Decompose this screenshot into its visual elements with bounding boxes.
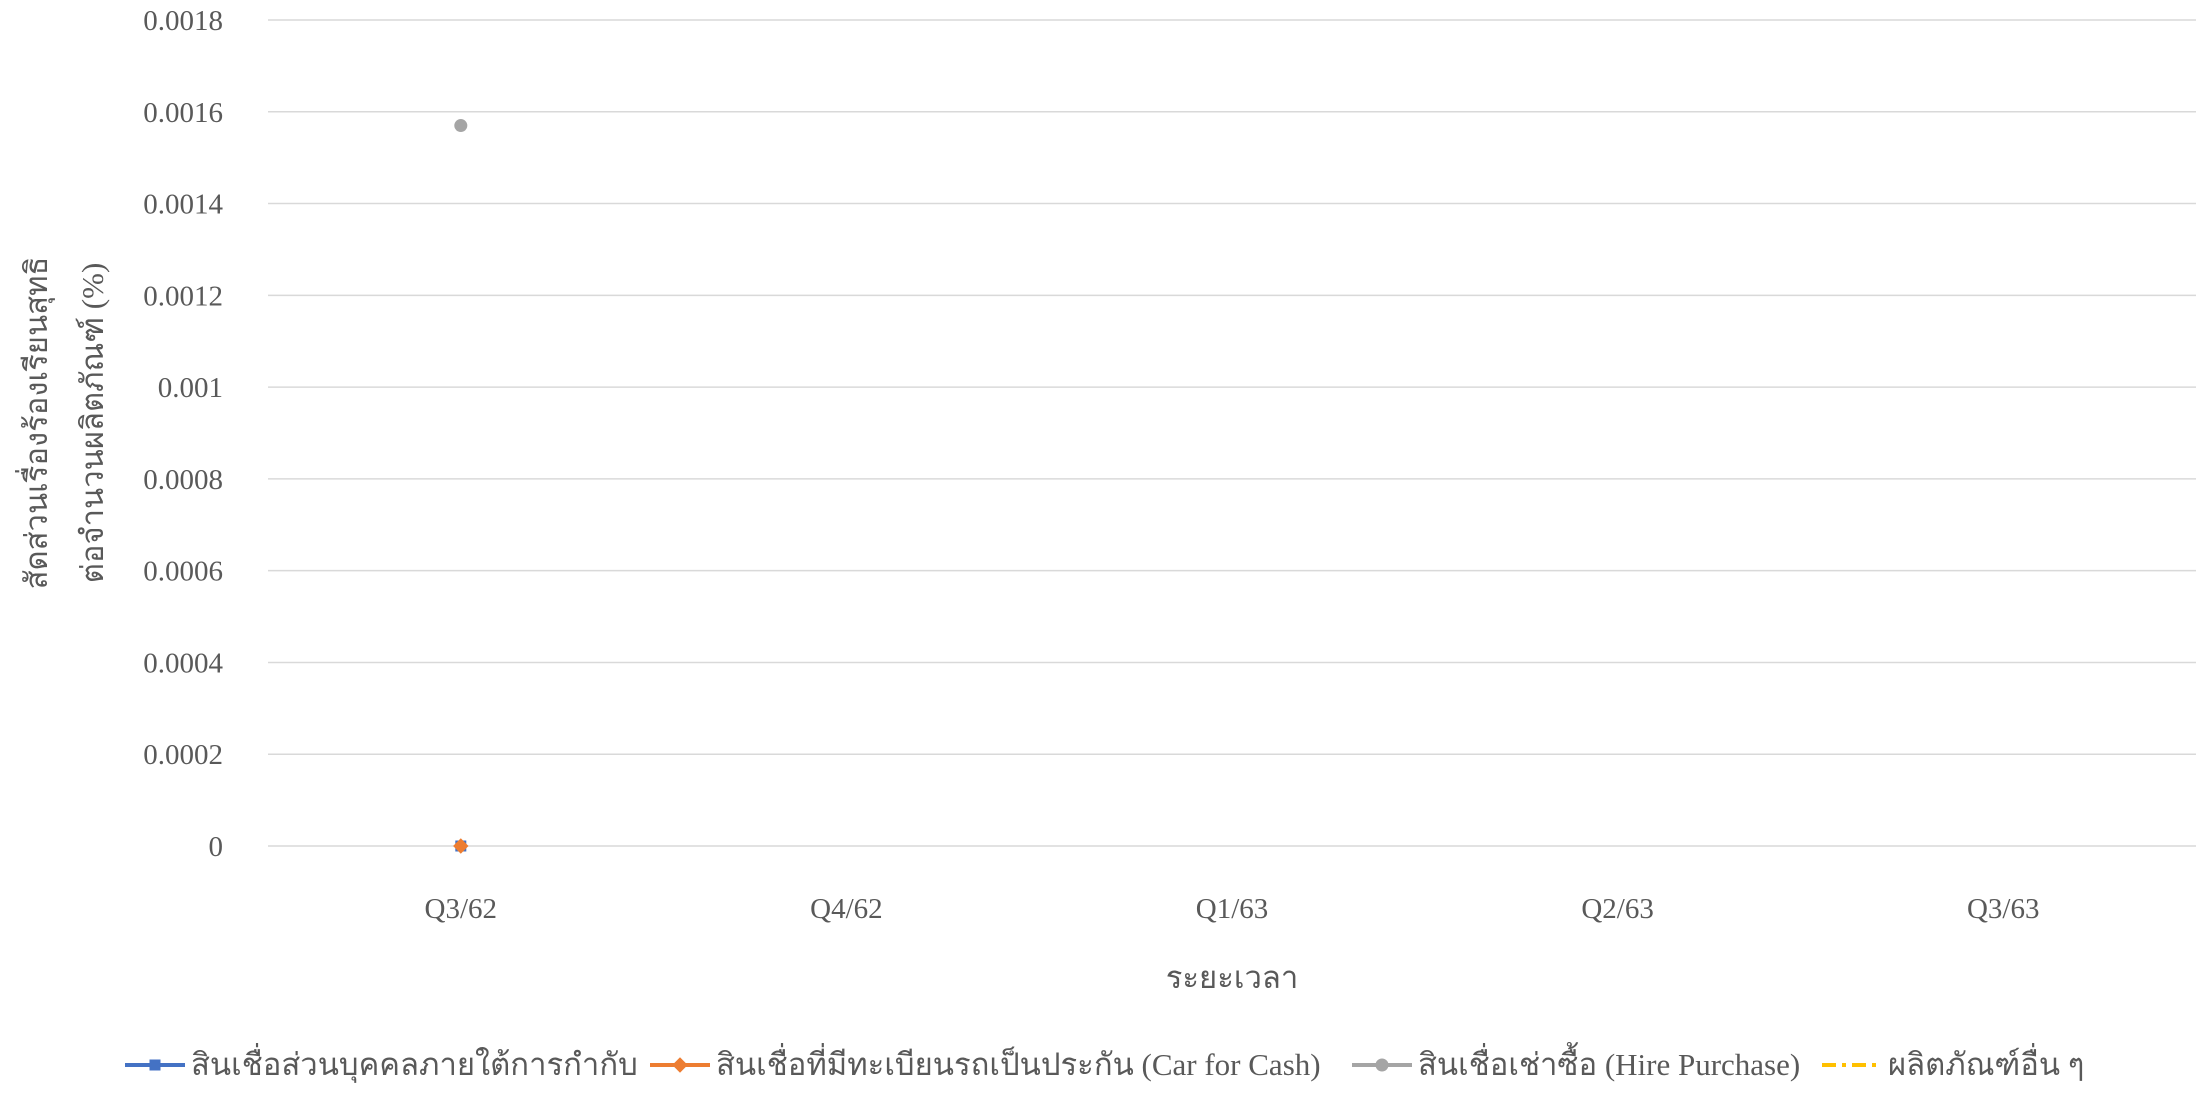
y-tick-label: 0.001 (158, 372, 223, 404)
y-tick-label: 0.0016 (143, 97, 223, 129)
x-axis-tick-labels: Q3/62 Q4/62 Q1/63 Q2/63 Q3/63 (425, 893, 2040, 925)
y-axis-title-line-1: สัดส่วนเรื่องร้องเรียนสุทธิ (15, 257, 56, 590)
y-tick-label: 0.0006 (143, 556, 223, 588)
series-markers (453, 119, 469, 854)
series (454, 119, 468, 133)
y-tick-label: 0 (209, 831, 224, 863)
x-tick-label: Q2/63 (1581, 893, 1654, 925)
y-tick-label: 0.0018 (143, 5, 223, 37)
data-point (454, 119, 468, 133)
legend-label: ผลิตภัณฑ์อื่น ๆ (1888, 1043, 2084, 1082)
legend-entry: สินเชื่อส่วนบุคคลภายใต้การกำกับ (125, 1043, 638, 1084)
legend-marker (1375, 1058, 1389, 1072)
y-tick-label: 0.0014 (143, 189, 223, 221)
x-tick-label: Q3/62 (425, 893, 498, 925)
y-tick-label: 0.0004 (143, 647, 223, 679)
legend-marker (672, 1057, 688, 1073)
legend: สินเชื่อส่วนบุคคลภายใต้การกำกับ สินเชื่อท… (125, 1042, 2084, 1084)
y-axis-tick-labels: 0 0.0002 0.0004 0.0006 0.0008 0.001 0.0012 0.00… (143, 5, 223, 863)
y-tick-label: 0.0002 (143, 739, 223, 771)
series (453, 838, 469, 854)
y-tick-label: 0.0012 (143, 280, 223, 312)
legend-label: สินเชื่อเช่าซื้อ (Hire Purchase) (1418, 1042, 1800, 1082)
legend-entry: สินเชื่อเช่าซื้อ (Hire Purchase) (1352, 1042, 1800, 1082)
data-point (453, 838, 469, 854)
legend-entry: ผลิตภัณฑ์อื่น ๆ (1822, 1043, 2084, 1082)
x-tick-label: Q4/62 (810, 893, 883, 925)
y-tick-label: 0.0008 (143, 464, 223, 496)
x-tick-label: Q1/63 (1196, 893, 1269, 925)
legend-label: สินเชื่อที่มีทะเบียนรถเป็นประกัน (Car fo… (716, 1043, 1321, 1082)
legend-marker (149, 1059, 161, 1071)
y-axis-title: สัดส่วนเรื่องร้องเรียนสุทธิ ต่อจำนวนผลิต… (15, 257, 110, 590)
legend-label: สินเชื่อส่วนบุคคลภายใต้การกำกับ (191, 1043, 638, 1084)
x-tick-label: Q3/63 (1967, 893, 2040, 925)
x-axis-title: ระยะเวลา (1166, 960, 1299, 995)
gridlines (268, 19, 2196, 847)
legend-entry: สินเชื่อที่มีทะเบียนรถเป็นประกัน (Car fo… (650, 1043, 1321, 1082)
y-axis-title-line-2: ต่อจำนวนผลิตภัณฑ์ (%) (75, 263, 110, 584)
